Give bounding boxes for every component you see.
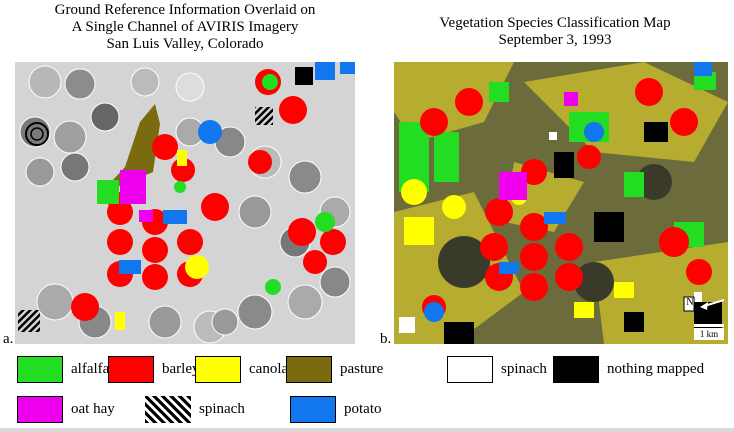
classification-map-graphic [394, 62, 728, 344]
north-label-box [683, 296, 695, 312]
spinach-hatch-swatch [145, 396, 191, 423]
legend-label: canola [249, 361, 289, 377]
panel-a-letter: a. [3, 331, 14, 347]
legend-item-nothing-mapped: nothing mapped [553, 356, 704, 383]
legend-item-spinach-white: spinach [447, 356, 547, 383]
legend-label: pasture [340, 361, 384, 377]
legend-label: spinach [199, 401, 245, 417]
legend-item-potato: potato [290, 396, 382, 423]
legend-label: barley [162, 361, 200, 377]
legend-item-alfalfa: alfalfa [17, 356, 109, 383]
spinach-white-swatch [447, 356, 493, 383]
oat-hay-swatch [17, 396, 63, 423]
barley-swatch [108, 356, 154, 383]
legend-item-spinach-hatch: spinach [145, 396, 245, 423]
legend-item-oat-hay: oat hay [17, 396, 115, 423]
legend-label: nothing mapped [607, 361, 705, 377]
scale-bar [694, 324, 724, 327]
classification-map-image: N 1 km [394, 62, 728, 344]
right-title-line-2: September 3, 1993 [498, 32, 612, 48]
canola-swatch [195, 356, 241, 383]
legend-item-pasture: pasture [286, 356, 383, 383]
panel-b-letter: b. [380, 331, 392, 347]
right-title-line-1: Vegetation Species Classification Map [439, 15, 671, 31]
pasture-swatch [286, 356, 332, 383]
legend-label: potato [344, 401, 382, 417]
bottom-divider [0, 428, 734, 432]
scale-label: 1 km [699, 329, 719, 339]
left-title-line-3: San Luis Valley, Colorado [106, 36, 264, 52]
legend-label: alfalfa [71, 361, 110, 377]
alfalfa-swatch [17, 356, 63, 383]
right-panel-title: Vegetation Species Classification Map Se… [390, 15, 720, 49]
legend-item-canola: canola [195, 356, 288, 383]
legend-label: spinach [501, 361, 547, 377]
ground-reference-graphic [15, 62, 355, 344]
north-label: N [686, 297, 694, 308]
legend-label: oat hay [71, 401, 115, 417]
legend-item-barley: barley [108, 356, 199, 383]
nothing-mapped-swatch [553, 356, 599, 383]
left-title-line-1: Ground Reference Information Overlaid on [54, 2, 316, 18]
potato-swatch [290, 396, 336, 423]
ground-reference-image [15, 62, 355, 344]
left-title-line-2: A Single Channel of AVIRIS Imagery [71, 19, 299, 35]
left-panel-title: Ground Reference Information Overlaid on… [10, 2, 360, 53]
